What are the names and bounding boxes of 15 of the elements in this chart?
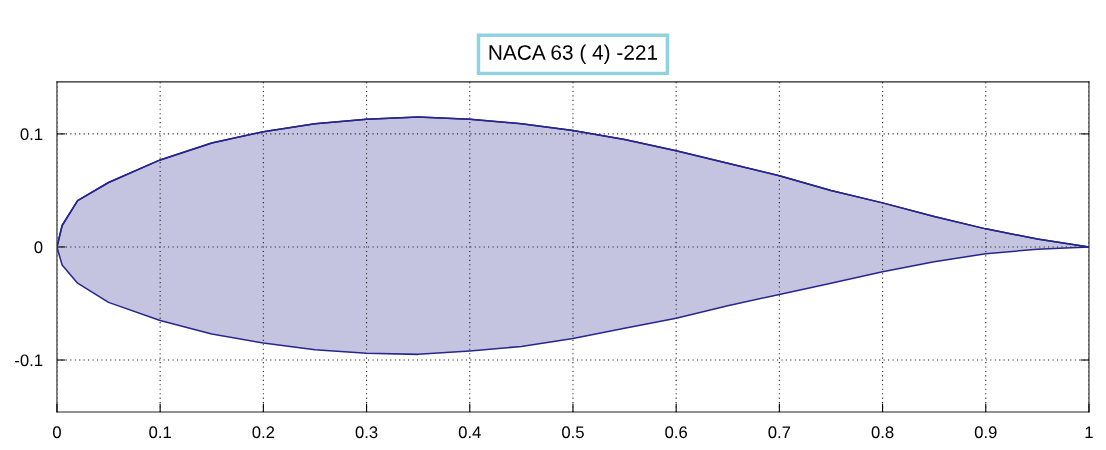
x-tick-label: 0.8 — [871, 426, 894, 439]
x-tick-label: 1 — [1085, 426, 1093, 438]
x-tick-label: 0.6 — [665, 426, 688, 439]
y-tick-label: -0.1 — [15, 354, 43, 367]
x-tick-label: 0.5 — [562, 426, 584, 439]
x-tick-label: 0.7 — [768, 426, 791, 439]
x-tick-label: 0.4 — [458, 426, 481, 439]
x-tick-label: 0.2 — [252, 426, 275, 439]
y-tick-label: 0.1 — [20, 128, 43, 141]
x-tick-label: 0.9 — [974, 426, 997, 439]
x-tick-label: 0.1 — [149, 426, 171, 439]
y-tick-label: 0 — [34, 241, 43, 254]
x-tick-label: 0 — [52, 426, 61, 439]
chart-title: NACA 63 ( 4) -221 — [489, 44, 658, 64]
x-tick-label: 0.3 — [355, 426, 378, 439]
